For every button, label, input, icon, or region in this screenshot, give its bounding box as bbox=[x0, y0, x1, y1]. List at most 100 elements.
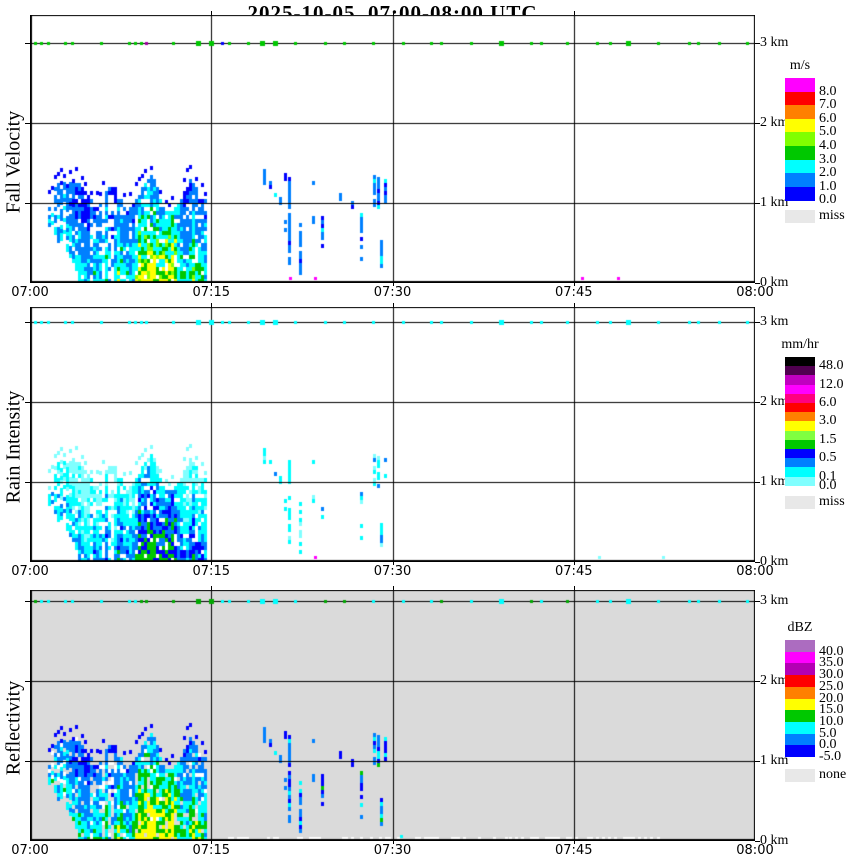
reflectivity-plot bbox=[30, 590, 755, 841]
y-tick-mark bbox=[25, 402, 30, 403]
legend-value-label: 0.0 bbox=[819, 192, 837, 208]
legend-miss-label: miss bbox=[819, 493, 845, 509]
x-tick-mark bbox=[211, 11, 213, 15]
y-tick-mark bbox=[755, 601, 760, 602]
panel-label-fall-velocity: Fall Velocity bbox=[2, 111, 25, 214]
legend-color-band bbox=[785, 375, 815, 386]
height-tick-label: 2 km bbox=[760, 115, 789, 130]
legend-color-band bbox=[785, 698, 815, 711]
legend-color-band bbox=[785, 393, 815, 404]
legend-color-band bbox=[785, 146, 815, 161]
legend-color-band bbox=[785, 458, 815, 468]
x-tick-mark bbox=[573, 586, 575, 590]
legend-color-band bbox=[785, 449, 815, 459]
x-tick-mark bbox=[211, 303, 213, 307]
legend-color-band bbox=[785, 640, 815, 653]
legend-value-label: 6.0 bbox=[819, 110, 837, 126]
legend-color-band bbox=[785, 663, 815, 676]
time-tick-label: 07:00 bbox=[11, 843, 49, 858]
y-tick-mark bbox=[755, 482, 760, 483]
legend-value-label: 0.5 bbox=[819, 450, 837, 466]
height-tick-label: 1 km bbox=[760, 753, 789, 768]
legend-color-band bbox=[785, 91, 815, 106]
y-tick-mark bbox=[755, 203, 760, 204]
legend-color-band bbox=[785, 467, 815, 478]
legend-value-label: 15.0 bbox=[819, 702, 844, 718]
legend-value-label: 0.1 bbox=[819, 468, 837, 484]
legend-value-label: 48.0 bbox=[819, 358, 844, 374]
x-tick-mark bbox=[573, 283, 575, 286]
legend-color-band bbox=[785, 384, 815, 395]
x-tick-mark bbox=[211, 841, 213, 844]
legend-color-band bbox=[785, 403, 815, 413]
legend-color-band bbox=[785, 173, 815, 188]
legend-color-band bbox=[785, 421, 815, 432]
y-tick-mark bbox=[755, 402, 760, 403]
time-tick-label: 07:45 bbox=[555, 285, 593, 300]
height-tick-label: 2 km bbox=[760, 394, 789, 409]
legend-color-band bbox=[785, 186, 815, 201]
legend-value-label: 3.0 bbox=[819, 413, 837, 429]
height-tick-label: 0 km bbox=[760, 833, 789, 848]
x-tick-mark bbox=[573, 562, 575, 565]
x-tick-mark bbox=[392, 283, 394, 286]
rain-intensity-plot bbox=[30, 307, 755, 562]
legend-value-label: 5.0 bbox=[819, 124, 837, 140]
height-tick-label: 1 km bbox=[760, 195, 789, 210]
time-tick-label: 08:00 bbox=[736, 843, 774, 858]
legend-value-label: 2.0 bbox=[819, 165, 837, 181]
x-tick-mark bbox=[573, 11, 575, 15]
time-tick-label: 07:45 bbox=[555, 564, 593, 579]
legend-color-band bbox=[785, 132, 815, 147]
legend-title-fall-velocity: m/s bbox=[789, 58, 811, 73]
legend-value-label: 7.0 bbox=[819, 97, 837, 113]
legend-value-label: 0.0 bbox=[819, 737, 837, 753]
legend-value-label: -5.0 bbox=[819, 749, 842, 764]
legend-value-label: 1.0 bbox=[819, 178, 837, 194]
legend-value-label: 40.0 bbox=[819, 643, 844, 659]
legend-color-band bbox=[785, 78, 815, 93]
legend-title-reflectivity: dBZ bbox=[787, 620, 813, 635]
legend-color-band bbox=[785, 710, 815, 723]
legend-color-band bbox=[785, 430, 815, 441]
legend-value-label: 1.5 bbox=[819, 431, 837, 447]
legend-value-label: 30.0 bbox=[819, 667, 844, 683]
legend-value-label: 3.0 bbox=[819, 151, 837, 167]
y-tick-mark bbox=[25, 482, 30, 483]
time-tick-label: 07:00 bbox=[11, 285, 49, 300]
y-tick-mark bbox=[755, 761, 760, 762]
x-tick-mark bbox=[211, 586, 213, 590]
y-tick-mark bbox=[755, 681, 760, 682]
legend-color-band bbox=[785, 745, 815, 758]
time-tick-label: 07:00 bbox=[11, 564, 49, 579]
legend-color-band bbox=[785, 357, 815, 367]
height-tick-label: 0 km bbox=[760, 554, 789, 569]
x-tick-mark bbox=[211, 562, 213, 565]
time-tick-label: 07:15 bbox=[192, 843, 230, 858]
y-tick-mark bbox=[755, 123, 760, 124]
legend-miss-band bbox=[785, 210, 815, 224]
time-tick-label: 07:30 bbox=[373, 285, 412, 300]
time-tick-label: 07:30 bbox=[373, 843, 412, 858]
y-tick-mark bbox=[25, 123, 30, 124]
x-tick-mark bbox=[573, 303, 575, 307]
legend-color-band bbox=[785, 439, 815, 450]
legend-miss-band bbox=[785, 495, 815, 509]
legend-title-rain-intensity: mm/hr bbox=[781, 337, 819, 352]
height-tick-label: 1 km bbox=[760, 474, 789, 489]
panel-label-reflectivity: Reflectivity bbox=[2, 680, 25, 776]
legend-value-label: 20.0 bbox=[819, 690, 844, 706]
legend-value-label: 12.0 bbox=[819, 376, 844, 392]
time-tick-label: 08:00 bbox=[736, 564, 774, 579]
panel-label-rain-intensity: Rain Intensity bbox=[2, 390, 25, 504]
legend-color-band bbox=[785, 476, 815, 487]
legend-value-label: 35.0 bbox=[819, 655, 844, 671]
y-tick-mark bbox=[755, 322, 760, 323]
legend-miss-label: miss bbox=[819, 208, 845, 224]
legend-color-band bbox=[785, 675, 815, 688]
legend-miss-label: none bbox=[819, 767, 847, 782]
time-tick-label: 07:15 bbox=[192, 564, 230, 579]
time-tick-label: 07:30 bbox=[373, 564, 412, 579]
x-tick-mark bbox=[392, 586, 394, 590]
